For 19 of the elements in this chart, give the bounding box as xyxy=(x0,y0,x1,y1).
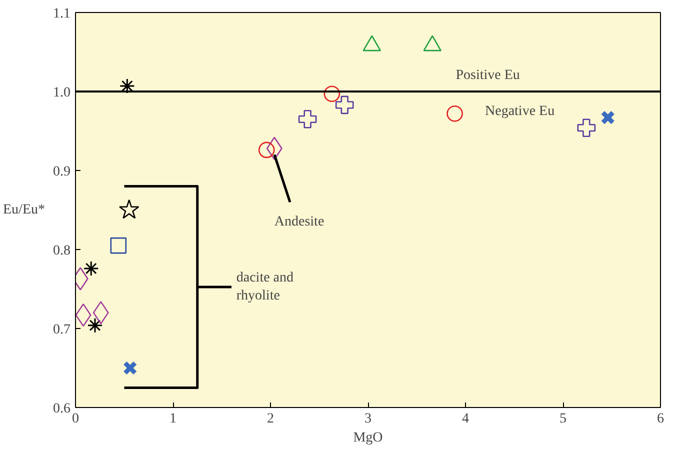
annotation: dacite and rhyolite xyxy=(236,270,294,304)
y-axis-title: Eu/Eu* xyxy=(3,202,46,218)
x-tick-label: 0 xyxy=(72,412,79,426)
y-tick-label: 0.7 xyxy=(53,322,70,338)
x-tick-label: 1 xyxy=(170,412,176,426)
y-tick-label: 0.9 xyxy=(53,164,70,180)
annotation: Andesite xyxy=(274,214,324,230)
x-tick-label: 5 xyxy=(560,412,566,426)
y-tick-label: 0.8 xyxy=(53,244,70,258)
x-tick-label: 4 xyxy=(462,412,469,426)
annotation: Negative Eu xyxy=(485,104,555,119)
x-tick-label: 3 xyxy=(364,412,372,426)
x-tick-label: 2 xyxy=(267,412,274,426)
y-tick-label: 1.0 xyxy=(53,86,70,100)
y-tick-label: 0.6 xyxy=(53,402,70,416)
x-axis-title: MgO xyxy=(353,430,383,446)
annotation: Positive Eu xyxy=(456,68,520,84)
x-tick-label: 6 xyxy=(657,412,664,426)
y-tick-label: 1.1 xyxy=(53,6,70,22)
